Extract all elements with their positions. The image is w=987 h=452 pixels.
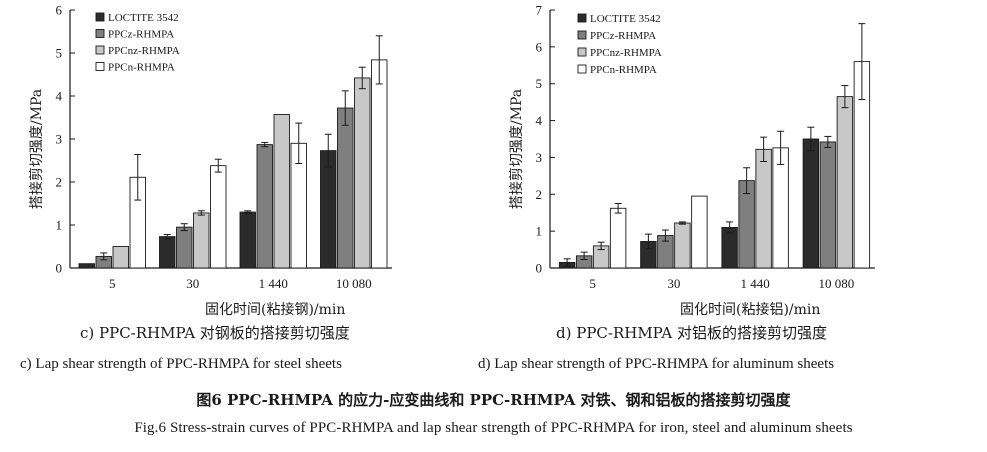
legend-swatch — [95, 29, 105, 38]
y-tick-label: 6 — [536, 39, 543, 54]
bar — [273, 114, 290, 269]
bar — [239, 211, 256, 269]
bar — [256, 144, 273, 269]
figure-title-en: Fig.6 Stress-strain curves of PPC-RHMPA … — [134, 420, 853, 436]
y-tick-label: 3 — [536, 150, 543, 165]
x-tick-label: 10 080 — [336, 276, 372, 291]
y-tick-label: 4 — [536, 113, 543, 128]
y-tick-label: 5 — [536, 76, 543, 91]
legend-swatch — [577, 30, 587, 40]
bar — [691, 195, 708, 269]
bar — [112, 246, 129, 269]
caption-d-en: d) Lap shear strength of PPC-RHMPA for a… — [478, 356, 835, 372]
bar — [371, 59, 388, 269]
legend-label: PPCz-RHMPA — [590, 30, 656, 42]
legend-swatch — [577, 64, 587, 74]
x-tick-label: 5 — [589, 276, 596, 291]
bar — [755, 148, 772, 269]
bar — [210, 165, 227, 269]
bar — [772, 147, 789, 269]
bar — [337, 107, 354, 269]
y-tick-label: 4 — [56, 89, 63, 104]
y-tick-label: 1 — [536, 224, 543, 239]
legend-label: PPCn-RHMPA — [108, 62, 175, 74]
y-axis-label: 搭接剪切强度/MPa — [508, 89, 525, 209]
legend-label: LOCTITE 3542 — [590, 13, 661, 25]
bar — [176, 226, 193, 269]
bar — [721, 227, 738, 269]
caption-c-zh: c) PPC-RHMPA 对钢板的搭接剪切强度 — [80, 324, 350, 342]
legend-label: PPCz-RHMPA — [108, 29, 174, 41]
legend-label: PPCn-RHMPA — [590, 64, 657, 76]
bar — [819, 141, 837, 269]
x-tick-label: 30 — [667, 276, 680, 291]
legend-label: PPCnz-RHMPA — [108, 45, 180, 57]
legend-swatch — [95, 45, 105, 55]
bar — [78, 263, 95, 269]
legend-swatch — [95, 12, 105, 22]
y-tick-label: 1 — [56, 218, 63, 233]
y-tick-label: 0 — [536, 261, 543, 276]
x-axis-label: 固化时间(粘接钢)/min — [205, 301, 345, 318]
x-tick-label: 5 — [109, 276, 116, 291]
legend-swatch — [95, 62, 105, 71]
x-tick-label: 1 440 — [259, 276, 288, 291]
x-tick-label: 1 440 — [741, 276, 770, 291]
y-axis-label: 搭接剪切强度/MPa — [28, 89, 45, 209]
bar — [354, 77, 371, 269]
bar — [159, 236, 176, 269]
y-tick-label: 6 — [56, 3, 63, 18]
bar — [674, 222, 691, 269]
y-tick-label: 5 — [56, 46, 63, 61]
y-tick-label: 2 — [536, 187, 543, 202]
y-tick-label: 0 — [56, 261, 63, 276]
x-axis-label: 固化时间(粘接铝)/min — [680, 301, 820, 318]
bar — [320, 150, 337, 269]
y-tick-label: 3 — [56, 132, 63, 147]
legend-swatch — [577, 13, 587, 23]
y-tick-label: 2 — [56, 175, 63, 190]
caption-d-zh: d) PPC-RHMPA 对铝板的搭接剪切强度 — [556, 324, 828, 342]
legend-label: PPCnz-RHMPA — [590, 47, 662, 59]
bar — [836, 96, 854, 269]
bar — [609, 207, 627, 269]
legend-swatch — [577, 47, 587, 57]
bar — [193, 212, 210, 269]
x-tick-label: 10 080 — [819, 276, 855, 291]
legend-label: LOCTITE 3542 — [108, 12, 179, 24]
figure-title-zh: 图6 PPC-RHMPA 的应力-应变曲线和 PPC-RHMPA 对铁、钢和铝板… — [196, 391, 791, 409]
y-tick-label: 7 — [536, 3, 543, 18]
caption-c-en: c) Lap shear strength of PPC-RHMPA for s… — [20, 356, 342, 372]
x-tick-label: 30 — [186, 276, 199, 291]
bar — [802, 138, 820, 269]
